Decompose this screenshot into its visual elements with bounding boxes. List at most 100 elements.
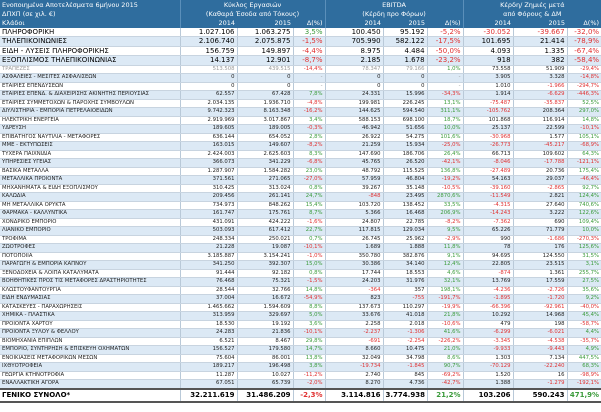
profit-delta: -40,0% [566, 303, 601, 313]
ebitda-2014: 39.267 [324, 184, 384, 194]
revenue-2015: 1.594.609 [236, 303, 293, 313]
sector-name: ΕΙΔΗ - ΛΥΣΕΙΣ ΠΛΗΡΟΦΟΡΙΚΗΣ [0, 46, 180, 57]
sector-name: ΠΡΟΙΟΝΤΑ ΞΥΛΟΥ & ΦΕΛΛΟΥ [0, 328, 180, 338]
revenue-2014: 366.073 [179, 158, 237, 168]
profit-2015: 176 [512, 243, 568, 253]
revenue-2015: 1.584.282 [236, 167, 293, 177]
profit-2014: -7.362 [462, 218, 514, 228]
profit-2015: 2.821 [512, 192, 568, 202]
sector-name: ΗΛΕΚΤΡΙΚΗ ΕΝΕΡΓΕΙΑ [0, 116, 180, 126]
profit-2015: 198 [512, 320, 568, 330]
profit-2014: -3.345 [462, 337, 514, 347]
revenue-2014: 21.228 [179, 243, 237, 253]
ebitda-2014: 17.744 [324, 269, 384, 279]
revenue-2015: 424.222 [236, 218, 293, 228]
sector-name: ΥΔΡΕΥΣΗ [0, 124, 180, 134]
ebitda-2014: 199.981 [324, 99, 384, 109]
ebitda-delta: 11,8% [426, 243, 464, 253]
revenue-delta: -0,3% [292, 124, 326, 134]
revenue-2015: 439.515 [236, 65, 293, 75]
profit-2015: -4.538 [512, 337, 568, 347]
table-row: ΑΣΦΑΛΕΙΕΣ - ΜΕΣΙΤΕΣ ΑΣΦΑΛΙΣΕΩΝ 0 0-0 0-3.90… [0, 73, 601, 83]
profit-2015: 208.364 [512, 107, 568, 117]
ebitda-delta: 206,9% [426, 209, 464, 219]
sector-name: ΛΙΑΝΙΚΟ ΕΜΠΟΡΙΟ [0, 226, 180, 236]
table-row: ΚΑΛΩΔΙΑ 209.456 261.141 24,7% -848 23.495 2870… [0, 192, 601, 202]
revenue-delta: 3,5% [292, 27, 326, 38]
profit-2014: 1.388 [462, 379, 514, 390]
table-row: ΠΛΗΡΟΦΟΡΙΚΗ 1.027.106 1.063.275 3,5% 100.450… [0, 27, 601, 38]
ebitda-2015: 2.018 [382, 320, 428, 330]
revenue-delta: -10,1% [292, 328, 326, 338]
revenue-2014: 1.465.662 [179, 303, 237, 313]
ebitda-2015: -1.845 [382, 362, 428, 372]
table-row: ΜΕΤΑΛΛΙΚΑ ΠΡΟΙΟΝΤΑ 371.561 271.065 -27,0% 57… [0, 175, 601, 185]
profit-2015: -9.443 [512, 345, 568, 355]
ebitda-2014: 117.815 [324, 226, 384, 236]
revenue-2015: 149.607 [236, 141, 293, 151]
revenue-2015: 329.697 [236, 311, 293, 321]
revenue-delta: 3,6% [292, 320, 326, 330]
ebitda-delta: -19,2% [426, 175, 464, 185]
table-row: ΖΩΟΤΡΟΦΕΣ 21.228 19.087 -10,1% 1.689 1.888 11,… [0, 243, 601, 253]
profit-2015: 51.909 [512, 65, 568, 75]
profit-2014: -1.895 [462, 294, 514, 304]
ebitda-2014: 2.258 [324, 320, 384, 330]
ebitda-2015: 54.275 [382, 133, 428, 143]
ebitda-2014: 137.673 [324, 303, 384, 313]
profit-2014: -8.046 [462, 158, 514, 168]
ebitda-2015: 41.018 [382, 311, 428, 321]
sector-column-header: Κλάδοι [0, 18, 180, 28]
profit-2015: -92.961 [512, 303, 568, 313]
ebitda-2015: 357 [382, 286, 428, 296]
ebitda-2014: 45.765 [324, 158, 384, 168]
table-row: ΤΗΛΕΠΙΚΟΙΝΩΝΙΕΣ 2.106.740 2.075.875 -1,5% 70… [0, 36, 601, 47]
revenue-delta: -4,8% [292, 99, 326, 109]
sector-name: ΧΗΜΙΚΑ - ΠΛΑΣΤΙΚΑ [0, 311, 180, 321]
table-row: ΕΞΟΠΛΙΣΜΟΣ ΤΗΛΕΠΙΚΟΙΝΩΝΙΑΣ 14.137 12.901 -8… [0, 55, 601, 66]
profit-2015: 116.914 [512, 116, 568, 126]
profit-2014: -11.549 [462, 192, 514, 202]
revenue-delta: 15,4% [292, 201, 326, 211]
profit-2014: 1.010 [462, 82, 514, 92]
profit-2014: 1.914 [462, 90, 514, 100]
revenue-group-subtitle: (Καθαρά Έσοδα από Τόκους) [179, 9, 326, 19]
profit-2015: -45.217 [512, 141, 568, 151]
revenue-2014: 2.424.003 [179, 150, 237, 160]
profit-delta: -446,3% [566, 90, 601, 100]
sector-name: ΚΛΩΣΤΟΥΦΑΝΤΟΥΡΓΙΑ [0, 286, 180, 296]
sector-name: ΒΙΟΜΗΧΑΝΙΑ ΕΠΙΠΛΩΝ [0, 337, 180, 347]
profit-delta: 105,1% [566, 133, 601, 143]
revenue-group-title: Κύκλος Εργασιών [179, 0, 326, 10]
revenue-2015: 21.836 [236, 328, 293, 338]
revenue-2014: 62.557 [179, 90, 237, 100]
ebitda-2015: 51.656 [382, 124, 428, 134]
revenue-2015: 250.021 [236, 235, 293, 245]
table-row: ΕΝΑΛΛΑΚΤΙΚΗ ΑΓΟΡΑ 67.051 65.739 -2,0% 8.270 4… [0, 379, 601, 390]
sector-name: ΕΠΙΒΑΤΗΓΟΣ ΝΑΥΤΙΛΙΑ - ΜΕΤΑΦΟΡΕΣ [0, 133, 180, 143]
profit-delta: -192,1% [566, 379, 601, 390]
ebitda-2015: 26.520 [382, 158, 428, 168]
ebitda-delta: 26,4% [426, 150, 464, 160]
profit-2015: -1.720 [512, 294, 568, 304]
ebitda-2015: 845 [382, 371, 428, 381]
sector-name: ΥΠΗΡΕΣΙΕΣ ΥΓΕΙΑΣ [0, 158, 180, 168]
profit-2015: 3.222 [512, 209, 568, 219]
revenue-2015: 1.936.710 [236, 99, 293, 109]
sector-name: ΕΝΟΙΚΙΑΣΕΙΣ ΜΕΤΑΦΟΡΙΚΩΝ ΜΕΣΩΝ [0, 354, 180, 364]
revenue-2015: 75.321 [236, 277, 293, 287]
revenue-2015: 392.307 [236, 260, 293, 270]
table-row: ΕΜΠΟΡΙΟ, ΣΥΝΤΗΡΗΣΗ & ΕΠΙΣΚΕΥΗ ΟΧΗΜΑΤΩΝ 15… [0, 345, 601, 355]
ebitda-2014: 33.676 [324, 311, 384, 321]
profit-2014: 22.805 [462, 260, 514, 270]
revenue-2015: 313.024 [236, 184, 293, 194]
ebitda-delta: -5,2% [426, 27, 464, 38]
revenue-delta: -27,0% [292, 175, 326, 185]
revenue-delta: 3,8% [292, 362, 326, 372]
profit-2014: -30.968 [462, 133, 514, 143]
ebitda-delta: -69,2% [426, 371, 464, 381]
ebitda-2015: 1.678 [382, 55, 428, 66]
revenue-2015: 19.192 [236, 320, 293, 330]
ebitda-delta: 4,6% [426, 269, 464, 279]
revenue-2014: 313.959 [179, 311, 237, 321]
